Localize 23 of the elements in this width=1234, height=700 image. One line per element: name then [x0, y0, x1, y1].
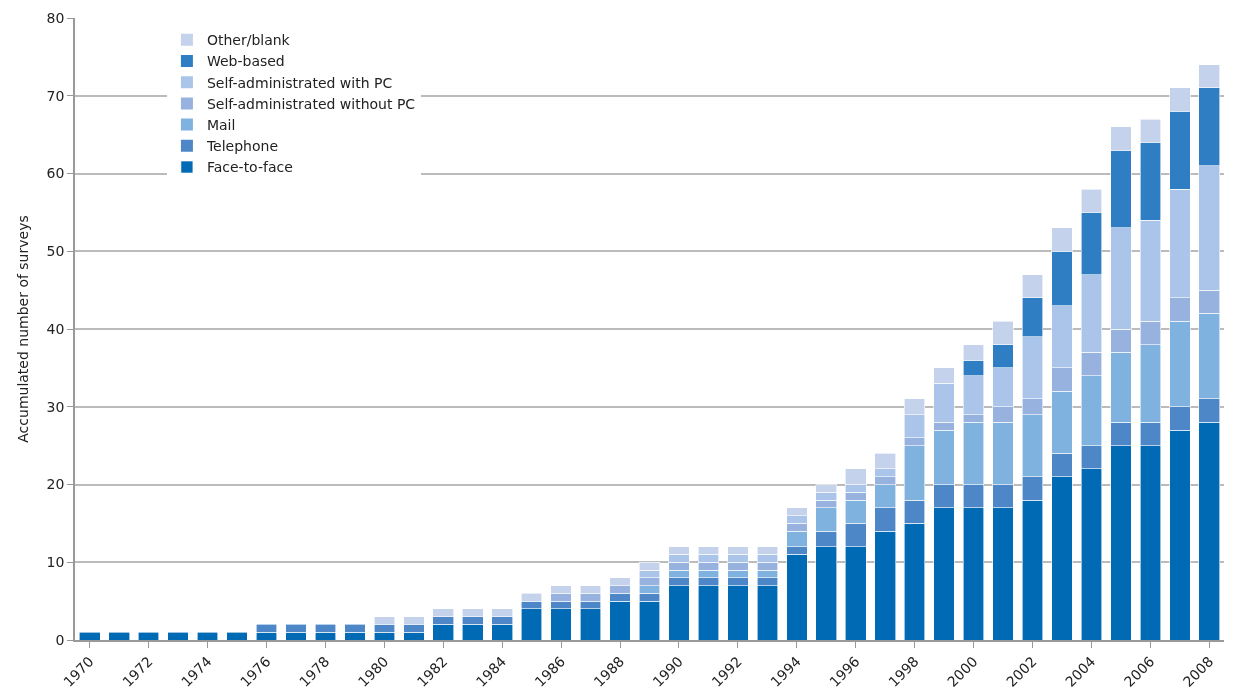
y-tick-label: 80	[46, 9, 65, 26]
legend-label: Other/blank	[206, 32, 291, 49]
bar	[108, 631, 130, 640]
legend-label: Web-based	[206, 53, 285, 70]
y-axis-title: Accumulated number of surveys	[14, 215, 31, 443]
y-tick-label: 20	[46, 476, 65, 493]
bar	[196, 631, 219, 640]
y-tick-label: 60	[46, 165, 65, 182]
y-tick-label: 70	[46, 87, 65, 104]
bar	[79, 631, 101, 640]
y-tick-label: 0	[55, 631, 65, 648]
bar	[167, 631, 189, 640]
y-tick-label: 30	[46, 398, 65, 415]
bar	[138, 631, 160, 640]
y-tick-label: 10	[46, 554, 65, 571]
y-tick-label: 40	[46, 320, 65, 337]
bar	[226, 631, 248, 640]
legend-label: Self-administrated with PC	[206, 74, 393, 91]
y-tick-label: 50	[46, 243, 65, 260]
legend-label: Self-administrated without PC	[206, 95, 416, 112]
legend-label: Face-to-face	[206, 159, 293, 176]
legend-label: Telephone	[205, 138, 279, 155]
legend-label: Mail	[206, 117, 236, 134]
